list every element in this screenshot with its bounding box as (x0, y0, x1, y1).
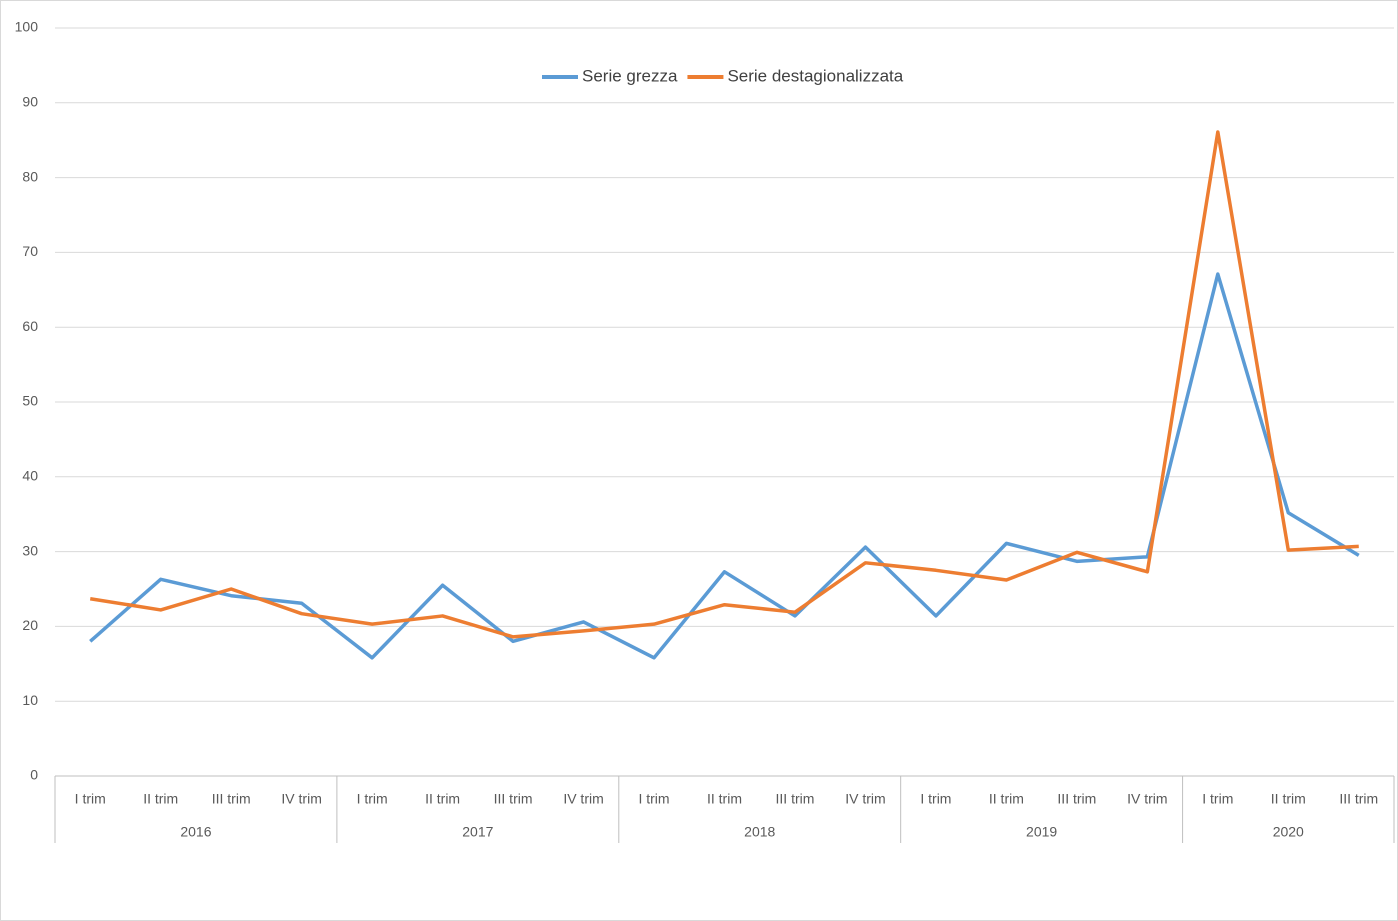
x-tick-label: II trim (989, 791, 1024, 807)
x-tick-label: I trim (75, 791, 106, 807)
x-tick-label: II trim (1271, 791, 1306, 807)
x-tick-label: II trim (425, 791, 460, 807)
y-tick-label: 70 (22, 243, 38, 259)
x-group-label: 2019 (1026, 824, 1057, 840)
x-tick-label: I trim (357, 791, 388, 807)
x-tick-label: II trim (707, 791, 742, 807)
x-tick-label: I trim (638, 791, 669, 807)
x-tick-label: III trim (1057, 791, 1096, 807)
x-tick-label: I trim (1202, 791, 1233, 807)
y-tick-label: 20 (22, 617, 38, 633)
x-tick-label: III trim (494, 791, 533, 807)
x-tick-label: III trim (212, 791, 251, 807)
y-tick-label: 80 (22, 168, 38, 184)
y-tick-label: 100 (15, 19, 39, 35)
y-tick-label: 50 (22, 393, 38, 409)
x-tick-label: IV trim (1127, 791, 1167, 807)
y-tick-label: 10 (22, 692, 38, 708)
y-tick-label: 60 (22, 318, 38, 334)
x-tick-label: IV trim (845, 791, 885, 807)
x-group-label: 2017 (462, 824, 493, 840)
legend-label: Serie destagionalizzata (727, 66, 903, 85)
legend-label: Serie grezza (582, 66, 678, 85)
series-line (89, 130, 1359, 639)
x-tick-label: III trim (1339, 791, 1378, 807)
x-tick-label: IV trim (281, 791, 321, 807)
y-tick-label: 90 (22, 94, 38, 110)
y-tick-label: 30 (22, 542, 38, 558)
x-tick-label: IV trim (563, 791, 603, 807)
x-tick-label: I trim (920, 791, 951, 807)
x-tick-label: II trim (143, 791, 178, 807)
x-group-label: 2018 (744, 824, 775, 840)
x-group-label: 2016 (180, 824, 211, 840)
x-group-label: 2020 (1273, 824, 1304, 840)
series-line (89, 272, 1360, 660)
x-tick-label: III trim (776, 791, 815, 807)
y-tick-label: 0 (30, 767, 38, 783)
y-tick-label: 40 (22, 468, 38, 484)
